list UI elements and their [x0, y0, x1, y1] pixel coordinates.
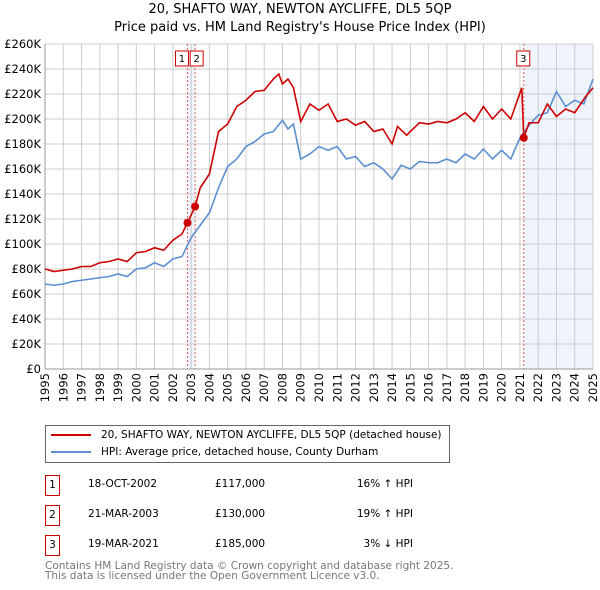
x-tick-label: 2015 [403, 373, 417, 402]
sale-date: 19-MAR-2021 [88, 538, 159, 550]
x-tick-label: 2010 [312, 373, 326, 402]
price-chart: £0 £20K £40K £60K £80K £100K £120K £140K £160K £1… [4, 37, 600, 402]
x-tick-label: 1997 [75, 373, 89, 402]
x-tick-label: 2009 [294, 373, 308, 402]
y-tick-label: £240K [4, 62, 41, 76]
x-tick-label: 1996 [56, 373, 70, 402]
y-tick-label: £120K [4, 212, 41, 226]
sale-point [519, 133, 528, 142]
x-tick-label: 1998 [93, 373, 107, 402]
sale-label: 3 [520, 54, 526, 65]
legend-label: 20, SHAFTO WAY, NEWTON AYCLIFFE, DL5 5QP… [101, 429, 442, 441]
x-tick-label: 2024 [568, 373, 582, 402]
sale-point [191, 202, 200, 211]
y-tick-label: £140K [4, 187, 41, 201]
x-tick-label: 2021 [513, 373, 527, 402]
x-tick-label: 2008 [275, 373, 289, 402]
y-tick-label: £100K [4, 237, 41, 251]
x-tick-label: 2017 [440, 373, 454, 402]
y-tick-label: £160K [4, 162, 41, 176]
sale-date: 18-OCT-2002 [88, 478, 157, 490]
chart-subtitle: Price paid vs. HM Land Registry's House … [114, 20, 486, 35]
series-line [44, 78, 594, 287]
series-line [44, 72, 594, 273]
sale-hpi-diff: 19% ↑ HPI [356, 508, 413, 520]
x-tick-label: 2004 [202, 373, 216, 402]
x-tick-label: 2025 [586, 373, 600, 402]
sale-point [183, 218, 192, 227]
sale-number: 1 [45, 475, 60, 496]
sale-row: 3 19-MAR-2021 £185,000 3% ↓ HPI [45, 535, 445, 556]
x-tick-label: 2013 [367, 373, 381, 402]
sale-row: 2 21-MAR-2003 £130,000 19% ↑ HPI [45, 505, 445, 526]
x-tick-label: 1995 [38, 373, 52, 402]
sale-number: 2 [45, 505, 60, 526]
footer-line: Contains HM Land Registry data © Crown c… [45, 560, 454, 572]
sale-label-box [516, 50, 531, 67]
legend: 20, SHAFTO WAY, NEWTON AYCLIFFE, DL5 5QP… [45, 425, 450, 463]
sale-hpi-diff: 16% ↑ HPI [356, 478, 413, 490]
sale-label: 2 [193, 54, 199, 65]
footer-line: This data is licensed under the Open Gov… [45, 570, 380, 582]
forecast-shade [523, 44, 593, 369]
y-tick-label: £260K [4, 37, 41, 51]
x-tick-label: 1999 [111, 373, 125, 402]
y-tick-label: £220K [4, 87, 41, 101]
x-tick-label: 2007 [257, 373, 271, 402]
x-tick-label: 2012 [349, 373, 363, 402]
y-tick-label: £20K [12, 337, 42, 351]
x-tick-label: 2011 [330, 373, 344, 402]
y-tick-label: £180K [4, 137, 41, 151]
x-tick-label: 2019 [476, 373, 490, 402]
x-tick-label: 2002 [166, 373, 180, 402]
y-tick-label: £40K [12, 312, 42, 326]
x-tick-label: 2020 [495, 373, 509, 402]
x-tick-label: 2003 [184, 373, 198, 402]
sale-hpi-diff: 3% ↓ HPI [363, 538, 413, 550]
sale-row: 1 18-OCT-2002 £117,000 16% ↑ HPI [45, 475, 445, 496]
sale-label: 1 [179, 54, 185, 65]
footer: Contains HM Land Registry data © Crown c… [45, 560, 454, 582]
x-tick-label: 2023 [549, 373, 563, 402]
sale-label-box [174, 50, 189, 67]
legend-item-hpi: HPI: Average price, detached house, Coun… [51, 446, 378, 458]
x-tick-label: 2016 [422, 373, 436, 402]
x-tick-label: 2001 [148, 373, 162, 402]
y-tick-label: £0 [26, 362, 41, 376]
sale-price: £130,000 [215, 508, 266, 520]
y-tick-label: £200K [4, 112, 41, 126]
sale-price: £117,000 [215, 478, 266, 490]
x-tick-label: 2005 [221, 373, 235, 402]
x-tick-label: 2006 [239, 373, 253, 402]
sale-price: £185,000 [215, 538, 266, 550]
sale-number: 3 [45, 535, 60, 556]
sale-label-box [189, 50, 204, 67]
legend-label: HPI: Average price, detached house, Coun… [101, 446, 379, 458]
x-tick-label: 2014 [385, 373, 399, 402]
x-tick-label: 2018 [458, 373, 472, 402]
sale-date: 21-MAR-2003 [88, 508, 159, 520]
y-tick-label: £60K [12, 287, 42, 301]
x-tick-label: 2000 [129, 373, 143, 402]
chart-title: 20, SHAFTO WAY, NEWTON AYCLIFFE, DL5 5QP [148, 2, 452, 17]
x-tick-label: 2022 [531, 373, 545, 402]
legend-item-property: 20, SHAFTO WAY, NEWTON AYCLIFFE, DL5 5QP… [51, 429, 442, 441]
y-tick-label: £80K [12, 262, 42, 276]
